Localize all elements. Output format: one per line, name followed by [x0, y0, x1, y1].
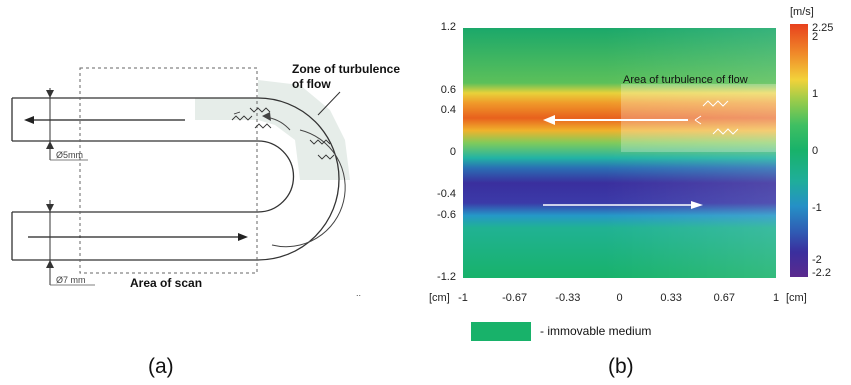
diameter-7mm-label: Ø7 mm: [56, 275, 86, 285]
colorbar-tick-label: -2: [812, 253, 822, 266]
y-tick-label: 0: [449, 146, 456, 158]
stray-dots: ..: [356, 288, 362, 298]
y-tick-label: 0.4: [440, 104, 456, 117]
x-tick-label: 1: [772, 292, 780, 304]
zone-of-turbulence-label: Zone of turbulence of flow: [292, 62, 400, 91]
x-tick-label: 0.67: [713, 292, 736, 304]
colorbar-tick-label: 1: [812, 88, 819, 101]
x-tick-label: -0.67: [502, 292, 528, 304]
caption-a: (a): [148, 355, 174, 378]
colorbar-bottom-unit: [cm]: [786, 292, 807, 304]
y-tick-label: -0.4: [437, 187, 456, 200]
diameter-5mm-label: Ø5mm: [56, 150, 83, 160]
y-tick-label: 1.2: [440, 21, 456, 33]
colorbar-tick-label: 2.25: [812, 22, 834, 34]
colorbar-tick-label: -2.2: [812, 267, 831, 279]
colorbar-tick-label: 2: [812, 31, 819, 44]
overlay-label: Area of turbulence of flow: [623, 74, 748, 86]
x-tick-label: 0: [616, 292, 623, 304]
panel-a-diagram: [11, 67, 350, 286]
y-tick-label: 0.6: [440, 83, 456, 96]
immovable-medium-label: - immovable medium: [540, 324, 652, 338]
x-axis-unit-label: [cm]: [429, 292, 450, 304]
colorbar-unit: [m/s]: [790, 6, 814, 18]
y-tick-label: -0.6: [437, 208, 456, 221]
immovable-medium-swatch: [471, 322, 531, 341]
turbulence-zone-shade: [195, 80, 350, 180]
colorbar-tick-label: 0: [812, 144, 819, 157]
x-tick-label: -0.33: [555, 292, 581, 304]
scan-area-box: [79, 67, 258, 274]
area-of-scan-label: Area of scan: [130, 276, 203, 290]
caption-b: (b): [608, 355, 634, 378]
zone-label-line1: Zone of turbulence: [292, 62, 400, 76]
x-tick-label: -1: [458, 292, 468, 304]
velocity-heatmap: [463, 28, 776, 278]
y-tick-label: -1.2: [437, 271, 456, 283]
colorbar-tick-label: -1: [812, 201, 822, 214]
zone-label-line2: of flow: [292, 77, 331, 91]
colorbar: [790, 24, 808, 277]
x-tick-label: 0.33: [660, 292, 682, 304]
